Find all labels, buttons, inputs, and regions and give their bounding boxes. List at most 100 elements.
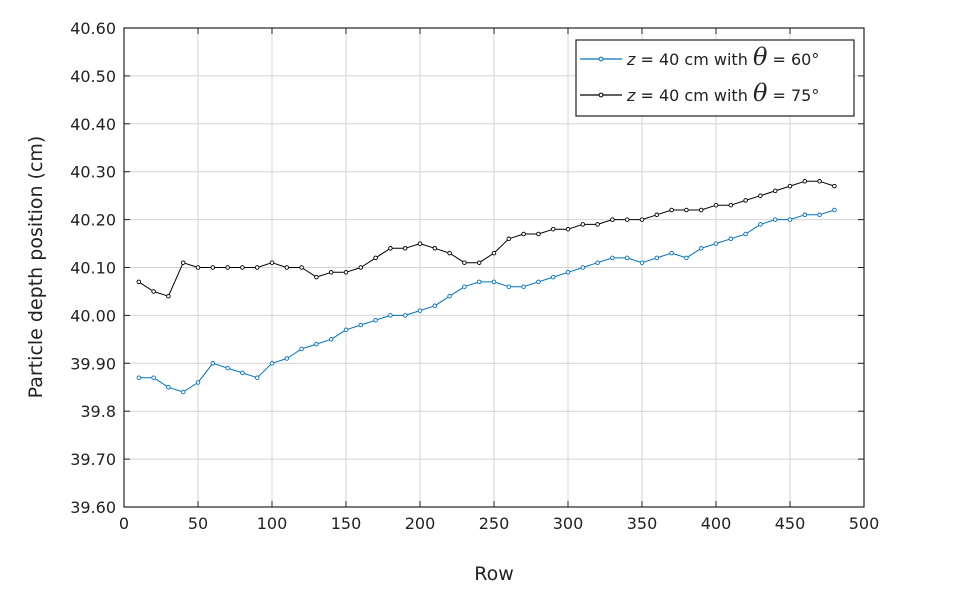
data-point [536, 279, 541, 285]
series-2 [136, 179, 837, 299]
data-point [299, 265, 304, 270]
data-point [624, 217, 630, 222]
data-point [728, 236, 734, 242]
legend-swatch-marker [598, 92, 604, 98]
data-point [180, 389, 186, 395]
data-point [254, 265, 260, 270]
legend-entry-60: z = 40 cm with θ = 60° [626, 43, 819, 71]
data-point [817, 212, 822, 218]
y-tick-label: 39.90 [70, 354, 116, 373]
data-point [491, 279, 497, 285]
data-point [506, 284, 512, 289]
x-tick-label: 400 [701, 514, 732, 533]
data-point [669, 207, 674, 213]
data-point [713, 241, 719, 246]
data-point [580, 265, 586, 270]
y-tick-label: 40.20 [70, 211, 116, 230]
data-point [684, 255, 689, 261]
data-point [624, 255, 630, 261]
data-point [550, 274, 556, 280]
legend-theta-symbol: θ [753, 79, 768, 107]
data-point [432, 303, 438, 309]
data-point [698, 207, 704, 213]
x-tick-label: 200 [405, 514, 436, 533]
data-point [136, 375, 142, 380]
data-point [462, 284, 467, 289]
x-axis-title: Row [474, 563, 514, 585]
data-point [166, 293, 171, 299]
data-point [491, 250, 497, 256]
y-tick-label: 40.10 [70, 259, 116, 278]
data-point [417, 241, 423, 246]
y-tick-label: 39.70 [70, 450, 116, 469]
data-point [240, 265, 245, 270]
data-point [402, 246, 408, 251]
series-layer [136, 179, 837, 395]
data-point [151, 289, 156, 294]
x-tick-label: 500 [849, 514, 880, 533]
data-point [151, 375, 156, 380]
legend-mid: = 40 cm with [635, 50, 753, 69]
data-point [536, 231, 541, 237]
x-tick-label: 100 [257, 514, 288, 533]
legend-end: = 60° [767, 50, 819, 69]
legend-end: = 75° [767, 86, 819, 105]
data-point [817, 179, 822, 184]
data-point [595, 222, 600, 227]
data-point [240, 370, 245, 376]
data-point [195, 265, 201, 270]
y-axis-title: Particle depth position (cm) [25, 136, 47, 399]
data-point [758, 222, 763, 227]
data-point [269, 260, 275, 265]
data-point [802, 179, 808, 184]
legend-entry-75: z = 40 cm with θ = 75° [626, 79, 819, 107]
data-point [180, 260, 186, 265]
x-tick-label: 150 [331, 514, 362, 533]
data-point [210, 361, 216, 366]
data-point [713, 202, 719, 208]
data-point [743, 231, 748, 237]
legend-swatch-marker [598, 56, 604, 62]
data-point [610, 255, 615, 261]
data-point [476, 279, 482, 285]
data-point [787, 217, 793, 222]
data-point [802, 212, 808, 218]
series-line [138, 180, 835, 297]
data-point [447, 250, 452, 256]
legend: z = 40 cm with θ = 60° z = 40 cm with θ … [575, 39, 855, 117]
data-point [832, 183, 837, 189]
data-point [328, 270, 334, 275]
y-tick-label: 39.60 [70, 498, 116, 517]
data-point [373, 255, 378, 261]
data-point [254, 375, 260, 380]
data-point [580, 222, 586, 227]
data-point [758, 193, 763, 198]
data-point [610, 217, 615, 222]
data-point [447, 293, 452, 299]
data-point [521, 284, 526, 289]
data-point [476, 260, 482, 265]
y-tick-label: 40.00 [70, 306, 116, 325]
y-tick-label: 40.40 [70, 115, 116, 134]
data-point [284, 356, 290, 361]
data-point [743, 198, 748, 203]
x-tick-label: 300 [553, 514, 584, 533]
data-point [343, 270, 349, 275]
data-point [550, 226, 556, 232]
data-point [269, 361, 275, 366]
data-point [166, 385, 171, 390]
data-point [358, 322, 364, 328]
data-point [669, 250, 674, 256]
data-point [417, 308, 423, 313]
data-point [698, 246, 704, 251]
data-point [654, 255, 660, 261]
data-point [299, 346, 304, 352]
data-point [772, 217, 778, 222]
legend-var: z [626, 86, 636, 105]
data-point [136, 279, 142, 285]
data-point [684, 207, 689, 213]
data-point [402, 313, 408, 318]
data-point [225, 365, 230, 371]
data-point [565, 270, 571, 275]
